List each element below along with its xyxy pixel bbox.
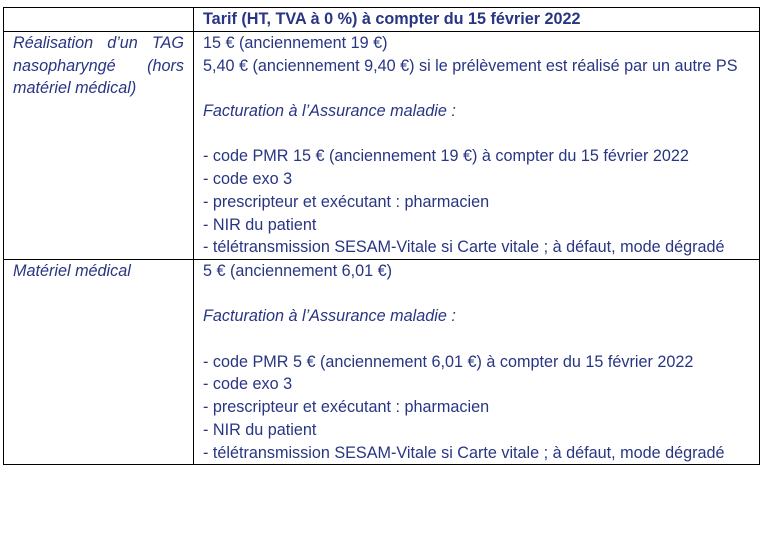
header-cell-tariff: Tarif (HT, TVA à 0 %) à compter du 15 fé… <box>193 7 760 32</box>
billing-title: Facturation à l’Assurance maladie : <box>203 307 456 326</box>
billing-title: Facturation à l’Assurance maladie : <box>203 102 456 121</box>
list-item: - code exo 3 <box>203 375 293 394</box>
header-row: Tarif (HT, TVA à 0 %) à compter du 15 fé… <box>3 7 760 32</box>
list-item: - NIR du patient <box>203 215 317 234</box>
row-content: 15 € (anciennement 19 €) 5,40 € (ancienn… <box>193 31 760 260</box>
price: 5 € (anciennement 6,01 €) <box>203 262 392 280</box>
header-cell-empty <box>3 7 194 32</box>
list-item: - code PMR 5 € (anciennement 6,01 €) à c… <box>203 352 694 371</box>
row-label: Réalisation d’un TAG nasopharyngé (hors … <box>3 31 194 260</box>
price-other-ps: 5,40 € (anciennement 9,40 €) si le prélè… <box>203 56 738 75</box>
tariff-table: Tarif (HT, TVA à 0 %) à compter du 15 fé… <box>3 7 760 466</box>
list-item: - télétransmission SESAM-Vitale si Carte… <box>203 238 725 257</box>
table-row: Réalisation d’un TAG nasopharyngé (hors … <box>3 31 760 260</box>
list-item: - prescripteur et exécutant : pharmacien <box>203 398 490 417</box>
list-item: - code PMR 15 € (anciennement 19 €) à co… <box>203 147 689 166</box>
table-row: Matériel médical 5 € (anciennement 6,01 … <box>3 258 760 466</box>
row-content: 5 € (anciennement 6,01 €) Facturation à … <box>193 258 760 466</box>
list-item: - télétransmission SESAM-Vitale si Carte… <box>203 443 725 462</box>
list-item: - NIR du patient <box>203 420 317 439</box>
row-label: Matériel médical <box>3 258 194 466</box>
list-item: - prescripteur et exécutant : pharmacien <box>203 192 490 211</box>
price: 15 € (anciennement 19 €) <box>203 34 388 52</box>
list-item: - code exo 3 <box>203 170 293 189</box>
